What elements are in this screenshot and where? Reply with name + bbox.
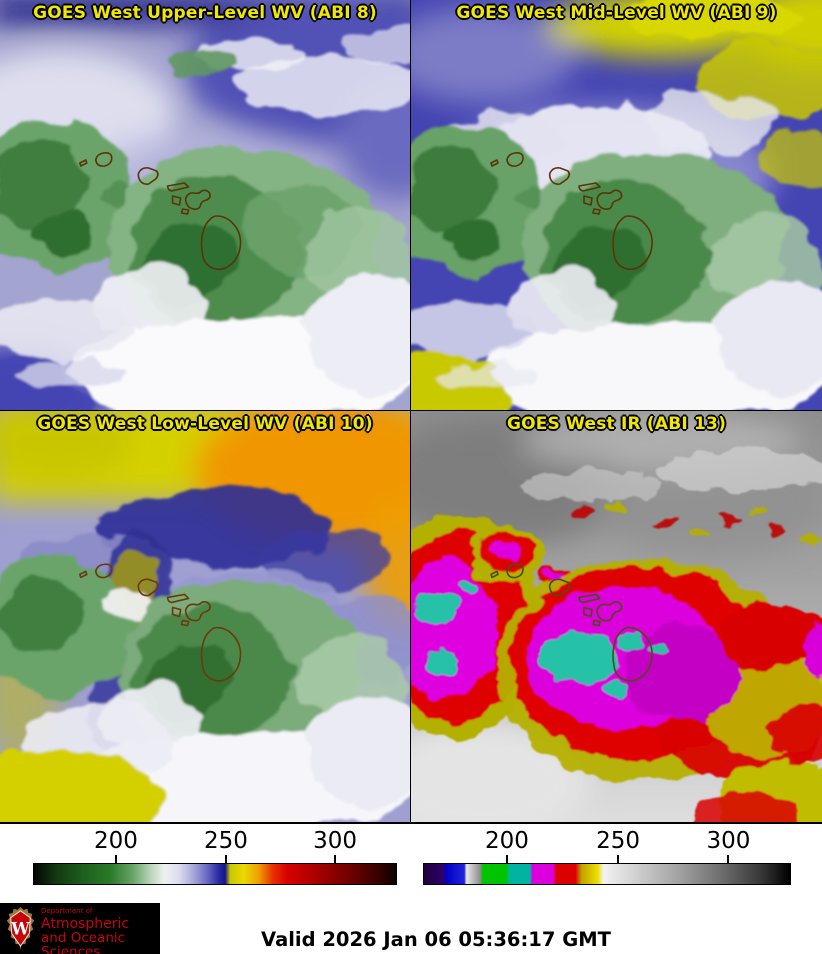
colorbar-tick-label: 200 [484, 828, 529, 854]
colorbar-tick-mark [334, 855, 337, 863]
panel-low-wv: GOES West Low-Level WV (ABI 10) [0, 411, 410, 822]
logo-text: Department of Atmospheric and Oceanic Sc… [41, 908, 160, 954]
panel-ir: GOES West IR (ABI 13) [411, 411, 822, 822]
wv-colorbar-gradient [33, 863, 397, 885]
colorbar-tick-mark [505, 855, 508, 863]
colorbar-tick-mark [224, 855, 227, 863]
panel-title: GOES West Low-Level WV (ABI 10) [37, 414, 373, 434]
panel-title: GOES West IR (ABI 13) [506, 414, 727, 434]
colorbar-tick-label: 250 [596, 828, 640, 854]
logo-line1: Atmospheric [41, 916, 130, 932]
satellite-image-abi9 [411, 0, 822, 410]
panel-title: GOES West Mid-Level WV (ABI 9) [456, 3, 777, 23]
colorbar-strip: 200 250 300 200 250 300 [0, 822, 822, 903]
footer: W Department of Atmospheric and Oceanic … [0, 903, 822, 954]
ir-colorbar: 200 250 300 [423, 824, 791, 903]
colorbar-tick-label: 300 [706, 828, 751, 854]
panel-mid-wv: GOES West Mid-Level WV (ABI 9) [411, 0, 822, 410]
valid-timestamp: Valid 2026 Jan 06 05:36:17 GMT [261, 928, 611, 951]
wv-colorbar: 200 250 300 [33, 824, 397, 903]
colorbar-tick-label: 250 [203, 828, 248, 854]
colorbar-tick-mark [727, 855, 730, 863]
colorbar-tick-label: 300 [313, 828, 358, 854]
logo-line2: and Oceanic Sciences [41, 930, 126, 954]
panel-title: GOES West Upper-Level WV (ABI 8) [33, 3, 377, 23]
crest-monogram: W [10, 918, 30, 938]
colorbar-tick-mark [114, 855, 117, 863]
colorbar-tick-label: 200 [94, 828, 138, 854]
ir-colorbar-gradient [423, 863, 791, 885]
satellite-image-abi8 [0, 0, 410, 410]
panel-upper-wv: GOES West Upper-Level WV (ABI 8) [0, 0, 410, 410]
uw-aos-logo: W Department of Atmospheric and Oceanic … [0, 903, 160, 954]
satellite-image-abi13 [411, 411, 822, 822]
colorbar-tick-mark [617, 855, 620, 863]
quadrant-grid: GOES West Upper-Level WV (ABI 8) [0, 0, 822, 822]
uw-crest-icon: W [6, 906, 35, 951]
logo-dept-label: Department of [41, 907, 93, 915]
satellite-image-abi10 [0, 411, 410, 822]
